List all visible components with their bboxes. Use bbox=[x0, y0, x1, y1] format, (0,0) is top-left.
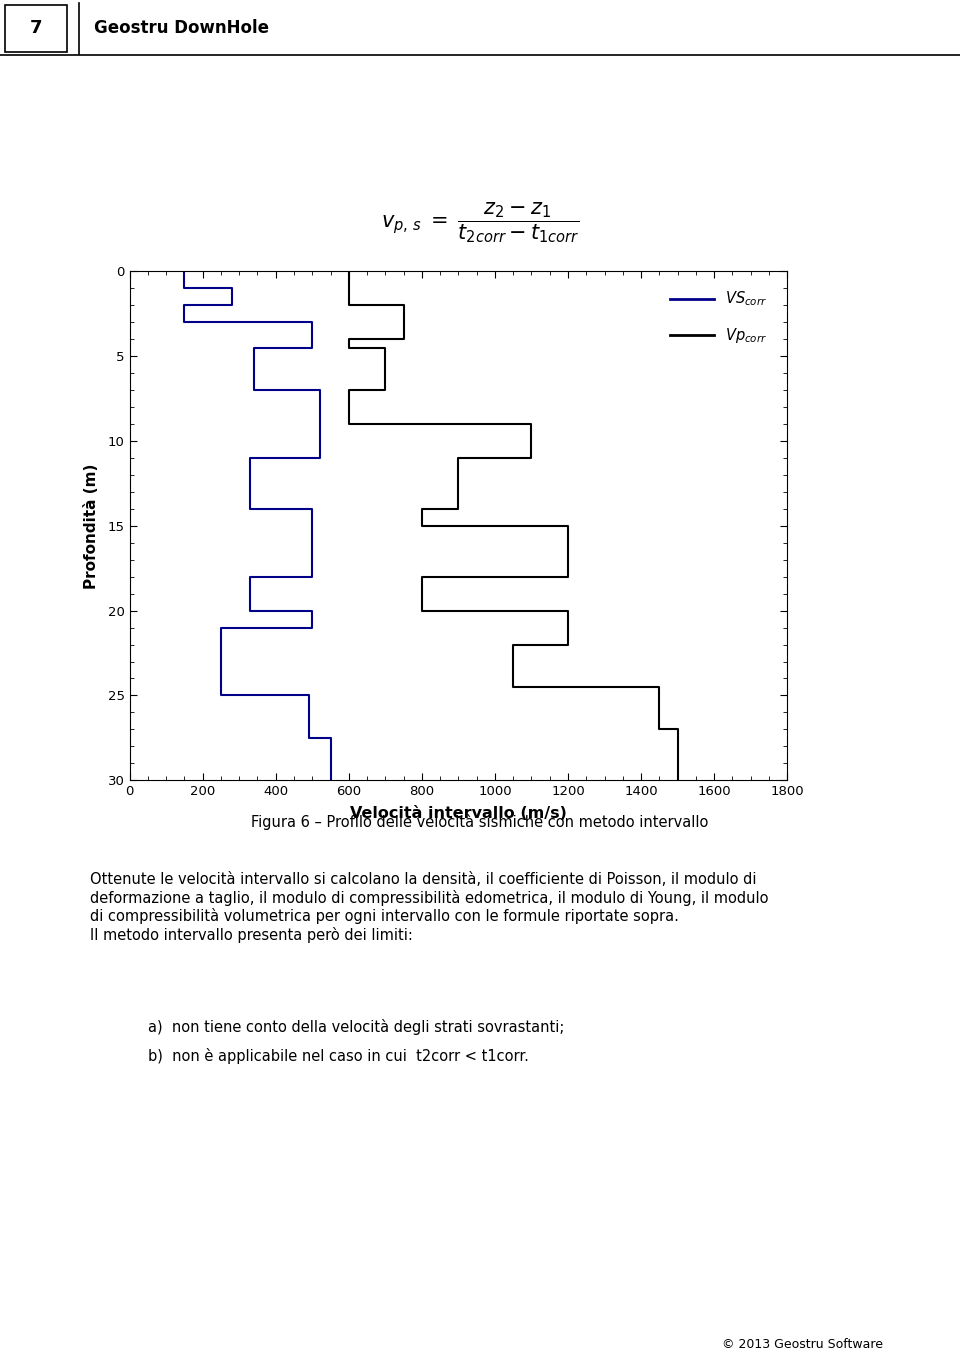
Text: $v_{p,\,s}\;=\;\dfrac{z_{2}-z_{1}}{t_{2corr}-t_{1corr}}$: $v_{p,\,s}\;=\;\dfrac{z_{2}-z_{1}}{t_{2c… bbox=[381, 201, 579, 246]
Y-axis label: Profondità (m): Profondità (m) bbox=[84, 463, 100, 589]
Text: b)  non è applicabile nel caso in cui  t2corr < t1corr.: b) non è applicabile nel caso in cui t2c… bbox=[148, 1048, 528, 1064]
Text: Figura 6 – Profilo delle velocità sismiche con metodo intervallo: Figura 6 – Profilo delle velocità sismic… bbox=[252, 814, 708, 830]
Text: Geostru DownHole: Geostru DownHole bbox=[94, 19, 269, 38]
Text: 7: 7 bbox=[29, 19, 42, 38]
Text: © 2013 Geostru Software: © 2013 Geostru Software bbox=[722, 1338, 883, 1352]
Legend: $VS_{corr}$, $Vp_{corr}$: $VS_{corr}$, $Vp_{corr}$ bbox=[664, 284, 774, 350]
Text: Ottenute le velocità intervallo si calcolano la densità, il coefficiente di Pois: Ottenute le velocità intervallo si calco… bbox=[90, 873, 769, 943]
FancyBboxPatch shape bbox=[5, 4, 67, 53]
Text: a)  non tiene conto della velocità degli strati sovrastanti;: a) non tiene conto della velocità degli … bbox=[148, 1019, 564, 1035]
X-axis label: Velocità intervallo (m/s): Velocità intervallo (m/s) bbox=[350, 806, 566, 821]
